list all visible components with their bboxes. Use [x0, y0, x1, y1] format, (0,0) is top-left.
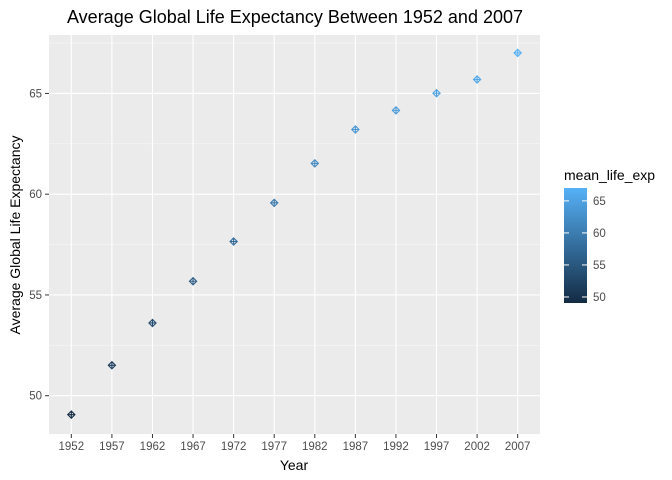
point-cross [230, 238, 237, 245]
data-point [472, 75, 482, 84]
x-tick-label: 1972 [221, 441, 247, 453]
point-diamond [188, 276, 198, 286]
x-tick-label: 1967 [180, 441, 206, 453]
data-point [107, 360, 117, 370]
x-axis-title: Year [280, 457, 309, 473]
point-cross [109, 362, 115, 369]
colorbar [564, 188, 587, 303]
plot-panel [49, 35, 540, 434]
minor-gridlines [49, 42, 540, 346]
point-diamond [472, 75, 482, 84]
colorbar-ticks: 50 55 60 65 [564, 196, 606, 304]
x-tick-label: 1977 [261, 441, 287, 453]
colorbar-label: 55 [593, 260, 606, 272]
x-tick-label: 2007 [505, 441, 531, 453]
data-point [188, 276, 198, 286]
point-diamond [148, 318, 157, 328]
colorbar-label: 50 [593, 292, 606, 304]
y-axis-title: Average Global Life Expectancy [7, 136, 23, 335]
major-gridlines [49, 35, 540, 434]
data-point [66, 410, 76, 420]
point-cross [311, 160, 318, 167]
point-diamond [391, 105, 401, 115]
point-cross [474, 76, 480, 83]
y-tick-label: 50 [29, 391, 42, 403]
y-tick-label: 60 [29, 189, 42, 201]
chart-title: Average Global Life Expectancy Between 1… [67, 7, 523, 27]
point-diamond [107, 360, 117, 370]
point-diamond [229, 237, 239, 246]
data-point [432, 88, 441, 98]
x-tick-label: 2002 [464, 441, 490, 453]
point-cross [149, 320, 156, 326]
point-diamond [432, 88, 441, 98]
point-cross [352, 126, 359, 133]
x-axis-ticks: 1952 1957 1962 1967 1972 1977 1982 1987 1992 1997… [59, 434, 531, 453]
colorbar-label: 65 [593, 196, 606, 208]
point-diamond [310, 158, 320, 168]
data-point [148, 318, 157, 328]
point-cross [433, 90, 440, 97]
data-point [269, 198, 279, 208]
x-tick-label: 1987 [343, 441, 369, 453]
point-cross [514, 50, 521, 56]
x-tick-label: 1962 [140, 441, 166, 453]
data-point [310, 158, 320, 168]
x-tick-label: 1992 [383, 441, 409, 453]
colorbar-label: 60 [593, 228, 606, 240]
x-tick-label: 1957 [99, 441, 125, 453]
point-cross [393, 107, 399, 114]
data-point [391, 105, 401, 115]
point-cross [68, 411, 75, 418]
point-diamond [350, 125, 360, 134]
legend: mean_life_exp 50 55 60 65 [564, 167, 655, 304]
point-diamond [513, 48, 523, 58]
data-points [66, 48, 523, 420]
point-diamond [269, 198, 279, 208]
y-axis-ticks: 50 55 60 65 [29, 88, 49, 403]
data-point [513, 48, 523, 58]
x-tick-label: 1997 [424, 441, 450, 453]
y-tick-label: 55 [29, 290, 42, 302]
point-cross [271, 200, 278, 206]
x-tick-label: 1982 [302, 441, 328, 453]
y-tick-label: 65 [29, 88, 42, 100]
x-tick-label: 1952 [59, 441, 85, 453]
point-diamond [66, 410, 76, 420]
data-point [229, 237, 239, 246]
point-cross [190, 278, 196, 285]
data-point [350, 125, 360, 134]
legend-title: mean_life_exp [564, 167, 655, 183]
